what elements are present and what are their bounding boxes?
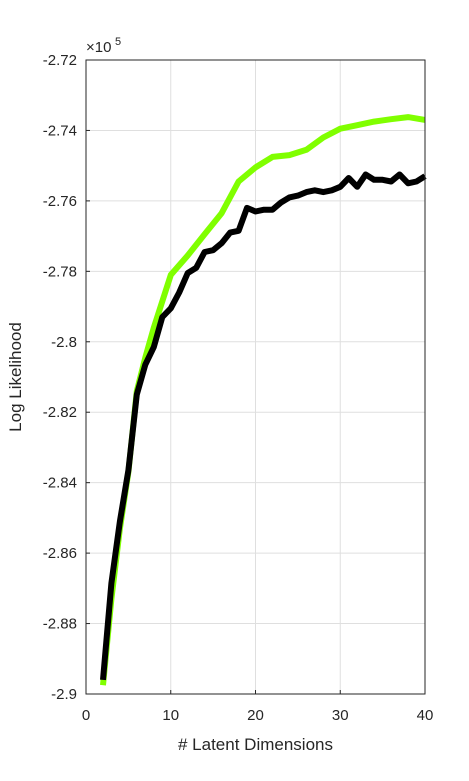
y-multiplier-base: ×10 (86, 39, 111, 56)
y-tick-label: -2.74 (43, 122, 77, 139)
tick-labels: 0 10 20 30 40 -2.9 -2.88 -2.86 -2.84 -2.82 -2.8 -2.… (43, 52, 434, 724)
x-tick-label: 20 (247, 707, 264, 724)
x-tick-label: 40 (417, 707, 434, 724)
y-tick-label: -2.88 (43, 616, 77, 633)
y-tick-label: -2.78 (43, 263, 77, 280)
y-tick-label: -2.84 (43, 475, 77, 492)
y-tick-label: -2.9 (51, 686, 77, 703)
y-axis-label: Log Likelihood (6, 322, 25, 432)
y-tick-label: -2.76 (43, 193, 77, 210)
x-tick-label: 10 (162, 707, 179, 724)
y-multiplier-exponent: 5 (115, 36, 121, 48)
x-tick-label: 0 (82, 707, 90, 724)
y-tick-label: -2.8 (51, 334, 77, 351)
y-tick-label: -2.86 (43, 545, 77, 562)
x-axis-label: # Latent Dimensions (178, 735, 333, 754)
series-lines (100, 114, 427, 686)
x-tick-label: 30 (332, 707, 349, 724)
y-tick-label: -2.72 (43, 52, 77, 69)
series-line-2 (100, 171, 427, 681)
y-tick-label: -2.82 (43, 404, 77, 421)
axes (85, 59, 426, 695)
